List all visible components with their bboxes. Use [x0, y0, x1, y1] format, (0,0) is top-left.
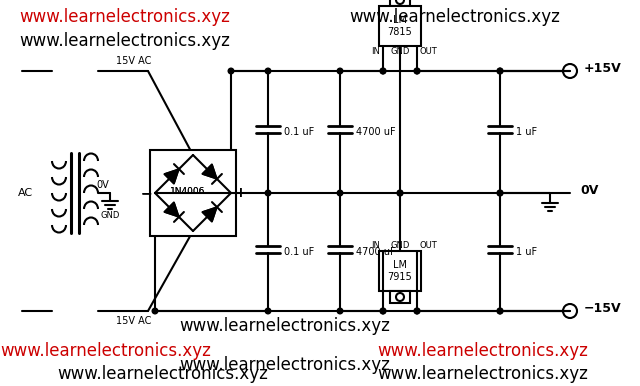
Text: 1 uF: 1 uF: [516, 247, 537, 257]
Circle shape: [337, 190, 343, 196]
Circle shape: [497, 68, 503, 74]
Circle shape: [497, 308, 503, 314]
Circle shape: [380, 308, 386, 314]
Text: −: −: [140, 186, 152, 200]
Polygon shape: [202, 164, 217, 179]
Circle shape: [414, 308, 420, 314]
Circle shape: [265, 308, 271, 314]
Text: IN: IN: [371, 46, 380, 56]
Circle shape: [414, 308, 420, 314]
Circle shape: [396, 293, 404, 301]
Text: 0V: 0V: [580, 183, 598, 196]
Circle shape: [380, 68, 386, 74]
Text: www.learnelectronics.xyz: www.learnelectronics.xyz: [58, 366, 268, 383]
Text: GND: GND: [100, 210, 120, 220]
Text: +15V: +15V: [584, 61, 621, 74]
Text: −15V: −15V: [584, 301, 621, 315]
Polygon shape: [202, 207, 217, 222]
Circle shape: [563, 304, 577, 318]
Polygon shape: [164, 169, 179, 184]
Circle shape: [497, 68, 503, 74]
Text: 4700 uF: 4700 uF: [356, 247, 396, 257]
Polygon shape: [202, 164, 217, 179]
Circle shape: [337, 308, 343, 314]
Text: LM: LM: [393, 260, 407, 270]
Polygon shape: [164, 202, 179, 217]
Text: www.learnelectronics.xyz: www.learnelectronics.xyz: [179, 356, 390, 374]
Text: GND: GND: [390, 242, 410, 251]
Text: −: −: [140, 186, 152, 200]
Circle shape: [265, 68, 271, 74]
Polygon shape: [164, 202, 179, 217]
Text: 7815: 7815: [388, 27, 412, 37]
Text: LM: LM: [393, 15, 407, 25]
Text: OUT: OUT: [420, 242, 438, 251]
Circle shape: [337, 68, 343, 74]
Circle shape: [228, 68, 234, 74]
Circle shape: [265, 190, 271, 196]
Bar: [390, 0, 410, 6]
Text: www.learnelectronics.xyz: www.learnelectronics.xyz: [19, 8, 230, 26]
Polygon shape: [202, 207, 217, 222]
Text: OUT: OUT: [420, 46, 438, 56]
Bar: [379, 251, 421, 291]
Circle shape: [414, 68, 420, 74]
Circle shape: [396, 0, 404, 4]
Circle shape: [497, 190, 503, 196]
Bar: [379, 6, 421, 46]
Text: AC: AC: [18, 188, 33, 198]
Text: 1 uF: 1 uF: [516, 127, 537, 137]
Text: www.learnelectronics.xyz: www.learnelectronics.xyz: [349, 8, 559, 26]
Text: 4700 uF: 4700 uF: [356, 127, 396, 137]
Text: 15V AC: 15V AC: [116, 316, 152, 326]
Circle shape: [152, 308, 158, 314]
Text: 1N4006: 1N4006: [170, 186, 205, 195]
Text: 1N4006: 1N4006: [170, 186, 205, 195]
Circle shape: [563, 64, 577, 78]
Text: +: +: [234, 186, 246, 200]
Circle shape: [380, 308, 386, 314]
Bar: [150, 150, 236, 236]
Circle shape: [380, 68, 386, 74]
Text: www.learnelectronics.xyz: www.learnelectronics.xyz: [378, 342, 588, 360]
Text: 0V: 0V: [96, 180, 109, 190]
Text: www.learnelectronics.xyz: www.learnelectronics.xyz: [378, 366, 588, 383]
Circle shape: [414, 68, 420, 74]
Text: +: +: [234, 186, 246, 200]
Text: www.learnelectronics.xyz: www.learnelectronics.xyz: [19, 32, 230, 49]
Text: 0.1 uF: 0.1 uF: [284, 127, 314, 137]
Circle shape: [397, 190, 403, 196]
Bar: [390, 291, 410, 303]
Text: www.learnelectronics.xyz: www.learnelectronics.xyz: [179, 317, 390, 335]
Polygon shape: [164, 169, 179, 184]
Text: IN: IN: [371, 242, 380, 251]
Text: GND: GND: [390, 46, 410, 56]
Text: 15V AC: 15V AC: [116, 56, 152, 66]
Text: 7915: 7915: [388, 272, 412, 282]
Text: www.learnelectronics.xyz: www.learnelectronics.xyz: [0, 342, 211, 360]
Text: 0.1 uF: 0.1 uF: [284, 247, 314, 257]
Circle shape: [397, 190, 403, 196]
Circle shape: [497, 308, 503, 314]
Circle shape: [497, 190, 503, 196]
